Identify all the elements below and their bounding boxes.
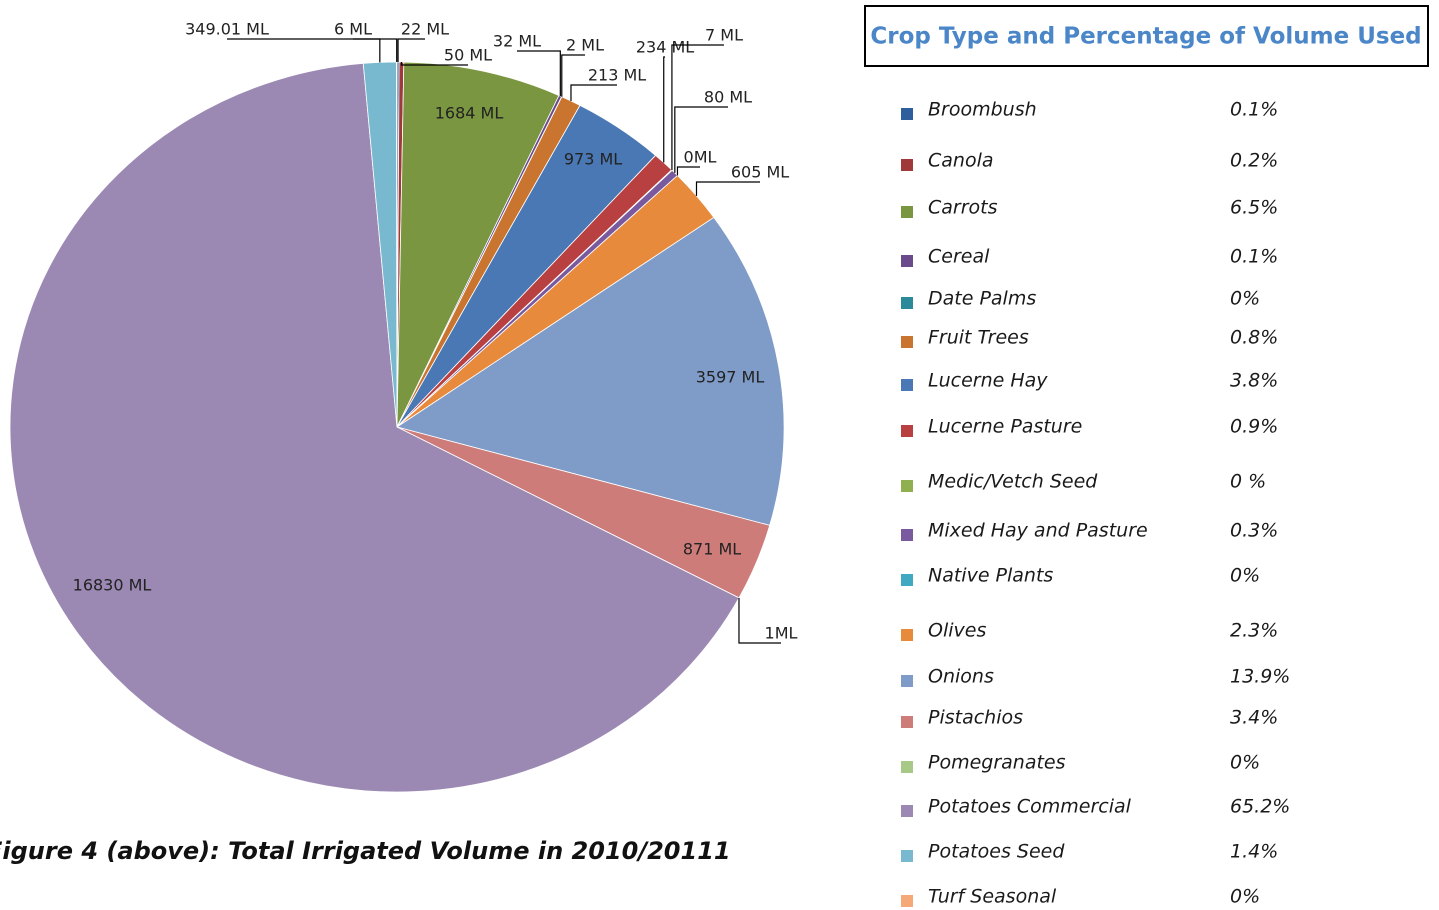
leader-line	[674, 106, 728, 173]
leader-line	[561, 54, 585, 97]
legend-label: Cereal	[928, 246, 990, 268]
legend-label: Olives	[928, 620, 986, 642]
legend-percent: 65.2%	[1230, 796, 1290, 818]
legend-swatch	[901, 529, 913, 541]
data-label: 32 ML	[493, 32, 541, 51]
leader-line	[400, 62, 468, 66]
legend-label: Native Plants	[928, 565, 1053, 587]
data-label: 6 ML	[334, 20, 372, 39]
legend-label: Onions	[928, 666, 994, 688]
legend-label: Fruit Trees	[928, 327, 1029, 349]
data-label: 2 ML	[566, 36, 604, 55]
pie-slice	[396, 61, 398, 428]
legend-percent: 0%	[1230, 565, 1260, 587]
legend-swatch	[901, 850, 913, 862]
leader-line	[517, 50, 561, 97]
legend-percent: 0%	[1230, 288, 1260, 310]
legend-swatch	[901, 336, 913, 348]
legend-swatch	[901, 480, 913, 492]
legend-swatch	[901, 574, 913, 586]
legend-label: Medic/Vetch Seed	[928, 471, 1098, 493]
legend-percent: 13.9%	[1230, 666, 1290, 688]
legend-swatch	[901, 255, 913, 267]
data-label: 22 ML	[401, 20, 449, 39]
chart-title: Figure 4 (above): Total Irrigated Volume…	[0, 837, 731, 865]
legend-percent: 2.3%	[1230, 620, 1278, 642]
data-label: 349.01 ML	[185, 20, 269, 39]
legend-title-box	[864, 5, 1429, 67]
data-label: 871 ML	[683, 540, 741, 559]
legend-percent: 0.1%	[1230, 246, 1278, 268]
data-label: 213 ML	[588, 66, 646, 85]
legend-swatch	[901, 761, 913, 773]
legend-percent: 1.4%	[1230, 841, 1278, 863]
data-label: 80 ML	[704, 88, 752, 107]
legend-swatch	[901, 425, 913, 437]
legend-percent: 0.8%	[1230, 327, 1278, 349]
leader-line	[663, 56, 665, 163]
leader-line	[671, 44, 724, 171]
legend-label: Canola	[928, 150, 994, 172]
leader-line	[695, 181, 760, 196]
legend-swatch	[901, 206, 913, 218]
legend-percent: 0%	[1230, 752, 1260, 774]
legend-percent: 6.5%	[1230, 197, 1278, 219]
legend-label: Lucerne Hay	[928, 370, 1048, 392]
legend-label: Broombush	[928, 99, 1037, 121]
leader-line	[570, 84, 617, 101]
legend-swatch	[901, 895, 913, 907]
leader-line	[227, 38, 381, 63]
legend-swatch	[901, 805, 913, 817]
legend-percent: 3.4%	[1230, 707, 1278, 729]
legend-swatch	[901, 297, 913, 309]
legend-swatch	[901, 675, 913, 687]
data-label: 605 ML	[731, 163, 789, 182]
legend-swatch	[901, 379, 913, 391]
data-label: 234 ML	[636, 38, 694, 57]
data-label: 3597 ML	[696, 368, 765, 387]
legend-percent: 0.3%	[1230, 520, 1278, 542]
legend-title: Crop Type and Percentage of Volume Used	[870, 24, 1421, 50]
legend-swatch	[901, 629, 913, 641]
data-label: 1ML	[765, 624, 798, 643]
legend-label: Turf Seasonal	[928, 886, 1057, 908]
legend-label: Lucerne Pasture	[928, 416, 1082, 438]
legend-swatch	[901, 108, 913, 120]
legend-swatch	[901, 716, 913, 728]
legend-label: Potatoes Commercial	[928, 796, 1132, 818]
legend-label: Potatoes Seed	[928, 841, 1065, 863]
legend-label: Mixed Hay and Pasture	[928, 520, 1148, 542]
leader-line	[353, 38, 398, 63]
data-label: 0ML	[684, 148, 717, 167]
leader-line	[397, 38, 425, 63]
data-label: 50 ML	[444, 46, 492, 65]
leader-line	[676, 166, 700, 176]
legend-label: Carrots	[928, 197, 998, 219]
legend-percent: 3.8%	[1230, 370, 1278, 392]
legend-label: Date Palms	[928, 288, 1036, 310]
legend-label: Pistachios	[928, 707, 1023, 729]
legend-percent: 0.9%	[1230, 416, 1278, 438]
legend-percent: 0 %	[1230, 471, 1266, 493]
legend-percent: 0.2%	[1230, 150, 1278, 172]
legend-label: Pomegranates	[928, 752, 1066, 774]
legend-swatch	[901, 159, 913, 171]
legend-percent: 0.1%	[1230, 99, 1278, 121]
pie-slice	[396, 216, 785, 526]
data-label: 1684 ML	[435, 104, 504, 123]
leader-line	[738, 597, 781, 644]
pie-slice	[396, 61, 560, 428]
data-label: 973 ML	[564, 150, 622, 169]
pie-slice	[9, 62, 740, 793]
data-label: 16830 ML	[73, 576, 152, 595]
data-label: 7 ML	[705, 26, 743, 45]
legend-percent: 0%	[1230, 886, 1260, 908]
